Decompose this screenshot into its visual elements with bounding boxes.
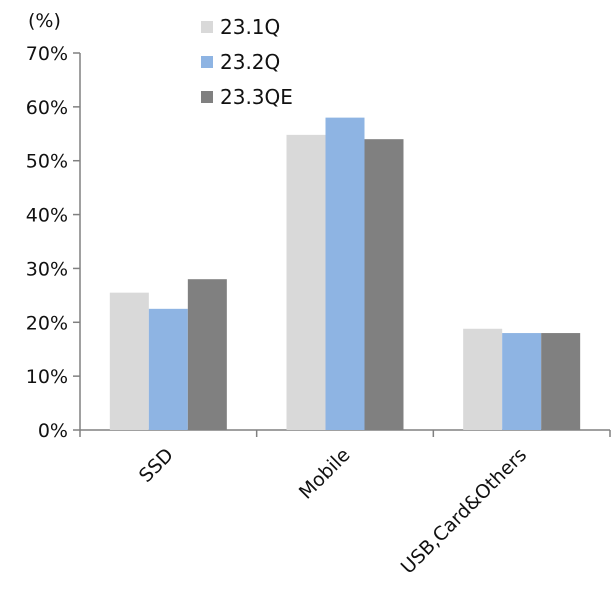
y-tick-label: 70% <box>26 43 68 65</box>
x-category-label: Mobile <box>295 444 355 504</box>
legend: 23.1Q 23.2Q 23.3QE <box>201 15 293 109</box>
bar <box>148 308 188 430</box>
bar <box>286 134 326 430</box>
x-axis: SSD Mobile USB,Card&Others <box>79 429 611 578</box>
y-tick-label: 30% <box>26 258 68 280</box>
x-category-label: SSD <box>135 444 178 487</box>
bars <box>109 117 581 430</box>
y-tick-label: 40% <box>26 205 68 227</box>
x-category-label: USB,Card&Others <box>397 444 531 578</box>
y-axis: 0% 10% 20% 30% 40% 50% 60% 70% <box>26 43 81 442</box>
y-tick-label: 10% <box>26 366 68 388</box>
bar <box>325 117 365 430</box>
bar <box>502 333 542 430</box>
y-tick-label: 20% <box>26 312 68 334</box>
bar <box>541 333 581 430</box>
bar <box>109 292 149 430</box>
legend-label: 23.1Q <box>220 15 280 39</box>
y-unit-label: (%) <box>28 10 61 32</box>
y-tick-label: 0% <box>38 420 68 442</box>
legend-swatch <box>201 91 213 103</box>
y-tick-label: 60% <box>26 97 68 119</box>
legend-swatch <box>201 56 213 68</box>
bar <box>463 328 503 430</box>
bar <box>187 279 227 430</box>
y-tick-label: 50% <box>26 151 68 173</box>
legend-swatch <box>201 21 213 33</box>
legend-label: 23.2Q <box>220 50 280 74</box>
bar <box>364 139 404 430</box>
legend-label: 23.3QE <box>220 85 293 109</box>
